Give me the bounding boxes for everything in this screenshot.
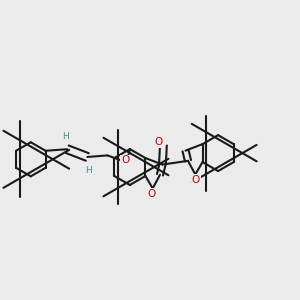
Text: O: O (121, 155, 130, 165)
Text: O: O (154, 137, 162, 147)
Text: H: H (62, 132, 69, 141)
Text: O: O (147, 189, 156, 199)
Text: H: H (85, 166, 92, 175)
Text: O: O (192, 175, 200, 185)
